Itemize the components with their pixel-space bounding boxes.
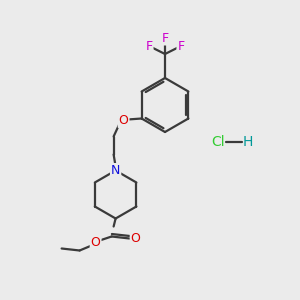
Text: F: F (161, 32, 169, 44)
Text: O: O (91, 236, 100, 249)
Text: N: N (111, 164, 120, 177)
Text: F: F (177, 40, 184, 52)
Text: H: H (243, 135, 253, 149)
Text: O: O (119, 114, 129, 127)
Text: Cl: Cl (211, 135, 225, 149)
Text: O: O (131, 232, 141, 245)
Text: F: F (146, 40, 153, 52)
